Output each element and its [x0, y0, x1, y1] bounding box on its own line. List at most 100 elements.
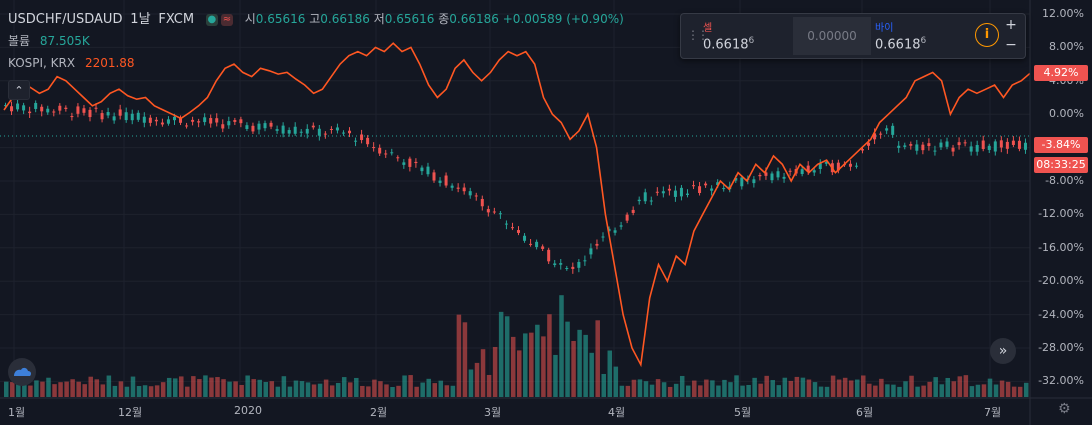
volume-bar: [667, 386, 673, 397]
volume-bar: [607, 350, 613, 397]
volume-bar: [577, 329, 582, 397]
volume-bar: [64, 381, 69, 397]
trade-panel: ⋮⋮ 셀 0.66186 0.00000 바이 0.66186 i + −: [680, 13, 1026, 59]
volume-bar: [76, 381, 81, 397]
volume-bar: [299, 381, 305, 397]
volume-bar: [782, 377, 788, 397]
chevron-up-icon[interactable]: ⌃: [8, 80, 30, 100]
volume-bar: [987, 378, 993, 397]
volume-bar: [981, 384, 987, 397]
volume-bar: [933, 377, 938, 397]
volume-bar: [734, 375, 739, 397]
high-label: 고: [309, 12, 321, 26]
volume-bar: [366, 386, 371, 397]
volume-bar: [34, 380, 39, 397]
sell-button[interactable]: 셀 0.66186: [699, 17, 803, 55]
volume-bar: [685, 385, 691, 397]
volume-bar: [643, 381, 649, 397]
tradingview-logo-icon[interactable]: [8, 358, 36, 386]
volume-bar: [854, 379, 860, 397]
wave-icon[interactable]: ≈: [220, 13, 233, 26]
volume-bar: [673, 383, 679, 397]
volume-bar: [106, 375, 112, 397]
info-icon[interactable]: i: [975, 23, 999, 47]
volume-bar: [710, 380, 715, 397]
volume-bar: [390, 386, 395, 397]
buy-price: 0.6618: [875, 37, 921, 53]
volume-bar: [58, 382, 63, 397]
volume-bar: [474, 362, 480, 397]
compare-legend: KOSPI, KRX 2201.88: [8, 56, 135, 70]
y-tick-label: 0.00%: [1049, 107, 1084, 121]
volume-bar: [311, 384, 317, 397]
volume-bar: [649, 384, 655, 397]
volume-bar: [492, 346, 498, 397]
volume-bar: [794, 376, 800, 397]
buy-button[interactable]: 바이 0.66186: [871, 17, 975, 55]
volume-bar: [281, 376, 287, 397]
volume-bar: [619, 385, 625, 397]
eye-icon[interactable]: ●: [205, 13, 218, 26]
volume-bar: [179, 376, 184, 397]
volume-bar: [728, 382, 733, 397]
volume-bar: [100, 384, 106, 397]
volume-bar: [118, 381, 124, 397]
volume-bar: [172, 378, 178, 397]
volume-bar: [221, 379, 226, 397]
volume-bar: [372, 379, 377, 397]
volume-bar: [873, 385, 878, 397]
volume-bar: [354, 377, 359, 397]
volume-bar: [764, 375, 769, 397]
volume-bar: [124, 386, 130, 397]
volume-label[interactable]: 볼륨: [8, 34, 31, 48]
volume-bar: [40, 381, 45, 397]
volume-bar: [583, 334, 588, 397]
volume-bar: [692, 380, 697, 397]
y-tick-label: -28.00%: [1038, 341, 1084, 354]
volume-bar: [939, 384, 944, 397]
chart-grid: [0, 0, 1030, 398]
y-tick-label: -12.00%: [1038, 207, 1084, 221]
volume-bar: [722, 379, 727, 397]
drag-handle-icon[interactable]: ⋮⋮: [687, 28, 709, 42]
volume-bar: [185, 386, 190, 397]
compare-label[interactable]: KOSPI, KRX: [8, 56, 76, 70]
plus-icon[interactable]: +: [1005, 17, 1017, 33]
volume-bar: [384, 384, 389, 397]
high-value: 0.66186: [320, 12, 370, 26]
volume-bar: [1017, 386, 1023, 397]
volume-bar: [16, 381, 21, 397]
double-chevron-right-icon[interactable]: »: [990, 338, 1016, 364]
volume-bar: [945, 377, 951, 397]
volume-bar: [927, 381, 932, 397]
volume-bar: [293, 380, 299, 397]
volume-bar: [806, 379, 812, 397]
volume-bar: [637, 379, 643, 397]
volume-legend: 볼륨 87.505K: [8, 32, 90, 49]
volume-bar: [897, 386, 902, 397]
main-price-tag: -3.84%: [1034, 137, 1088, 153]
volume-bar: [438, 380, 444, 397]
volume-bar: [203, 375, 208, 397]
sell-price-pip: 6: [748, 36, 755, 46]
volume-bar: [565, 321, 570, 397]
volume-bar: [396, 385, 401, 397]
volume-bar: [317, 383, 323, 397]
volume-bar: [148, 386, 154, 397]
volume-bar: [879, 378, 884, 397]
close-label: 종: [438, 12, 450, 26]
symbol-name[interactable]: USDCHF/USDAUD: [8, 12, 123, 27]
interval-label[interactable]: 1날: [130, 12, 151, 27]
minus-icon[interactable]: −: [1005, 37, 1017, 53]
x-tick-label: 4월: [608, 406, 626, 419]
volume-bar: [541, 336, 546, 397]
volume-bar: [915, 386, 920, 397]
volume-bar: [752, 377, 757, 397]
volume-bar: [420, 382, 425, 397]
volume-bar: [70, 379, 75, 397]
volume-bar: [993, 384, 999, 397]
volume-bars: [4, 295, 1029, 397]
gear-icon[interactable]: ⚙: [1058, 401, 1071, 417]
volume-bar: [28, 385, 33, 397]
